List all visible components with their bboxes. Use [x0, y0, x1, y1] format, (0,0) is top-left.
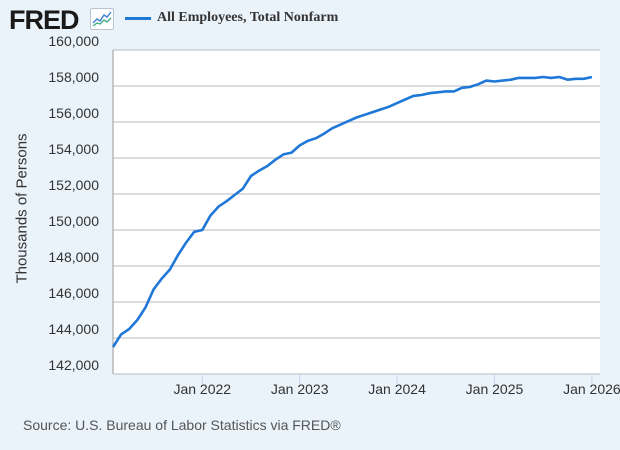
y-tick-label: 146,000 [48, 285, 99, 301]
source-note: Source: U.S. Bureau of Labor Statistics … [23, 417, 341, 433]
line-chart-icon [90, 8, 114, 30]
x-tick-label: Jan 2023 [271, 381, 329, 397]
x-tick-label: Jan 2022 [173, 381, 231, 397]
x-tick-label: Jan 2026 [563, 381, 620, 397]
y-tick-label: 142,000 [48, 357, 99, 373]
series-line [111, 75, 593, 348]
y-tick-label: 148,000 [48, 249, 99, 265]
y-tick-label: 158,000 [48, 69, 99, 85]
legend-swatch [125, 16, 151, 20]
legend-label: All Employees, Total Nonfarm [157, 10, 339, 25]
y-tick-label: 150,000 [48, 213, 99, 229]
y-tick-label: 156,000 [48, 105, 99, 121]
plot-area [113, 50, 600, 374]
y-tick-label: 152,000 [48, 177, 99, 193]
y-tick-label: 144,000 [48, 321, 99, 337]
x-tick-label: Jan 2025 [466, 381, 524, 397]
y-tick-label: 154,000 [48, 141, 99, 157]
x-tick-label: Jan 2024 [368, 381, 426, 397]
chart-legend: All Employees, Total Nonfarm [125, 10, 338, 26]
fred-logo[interactable]: FRED [9, 5, 79, 35]
y-tick-label: 160,000 [48, 33, 99, 49]
